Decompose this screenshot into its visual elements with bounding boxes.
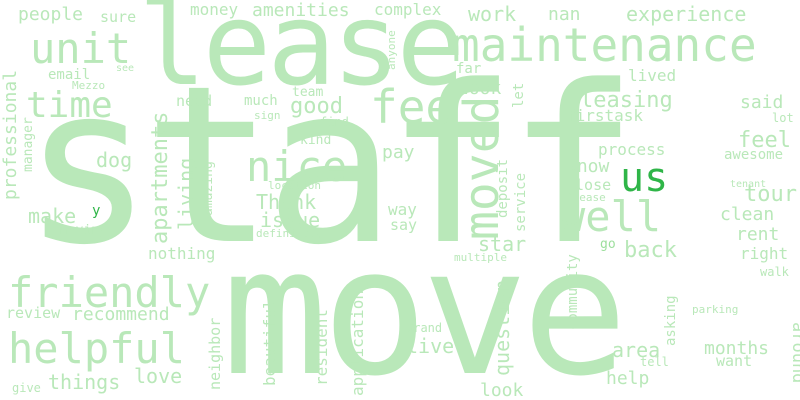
word-maintenance: maintenance bbox=[452, 18, 757, 72]
word-star: star bbox=[478, 232, 527, 256]
word-love: love bbox=[134, 364, 183, 388]
word-money: money bbox=[190, 0, 239, 19]
word-go: go bbox=[600, 237, 616, 252]
word-process: process bbox=[598, 140, 666, 159]
word-well: well bbox=[560, 192, 662, 241]
word-anyone: anyone bbox=[385, 30, 398, 70]
word-sign: sign bbox=[254, 109, 281, 122]
word-issue: issue bbox=[260, 208, 321, 232]
word-said: said bbox=[740, 92, 784, 113]
word-let: let bbox=[511, 82, 527, 108]
word-time: time bbox=[26, 85, 113, 126]
word-thank: Thank bbox=[256, 190, 317, 214]
word-nothing: nothing bbox=[148, 244, 216, 263]
word-apartments: apartments bbox=[148, 111, 173, 244]
word-lot: lot bbox=[772, 111, 794, 125]
word-work: work bbox=[468, 2, 517, 26]
word-team: team bbox=[292, 85, 324, 100]
word-friendly: friendly bbox=[8, 268, 211, 317]
word-back: back bbox=[624, 238, 677, 263]
word-look: look bbox=[480, 380, 524, 400]
word-lived: lived bbox=[628, 66, 677, 85]
word-say: say bbox=[390, 216, 418, 234]
word-amenities: amenities bbox=[252, 0, 350, 21]
word-please: Please bbox=[566, 191, 606, 204]
word-complex: complex bbox=[374, 0, 442, 19]
word-recommend: recommend bbox=[72, 304, 170, 325]
word-far: far bbox=[456, 61, 482, 77]
word-fee: fee bbox=[370, 80, 454, 134]
word-live: live bbox=[406, 334, 455, 358]
word-walk: walk bbox=[760, 265, 789, 279]
word-good: good bbox=[290, 94, 343, 119]
word-deposit: deposit bbox=[495, 158, 511, 218]
word-multiple: multiple bbox=[454, 251, 507, 264]
word-tell: tell bbox=[640, 355, 669, 369]
word-moving: moving bbox=[60, 223, 107, 238]
word-right: right bbox=[740, 244, 789, 263]
word-living: living bbox=[174, 157, 198, 230]
word-review: review bbox=[6, 304, 61, 322]
word-move: move bbox=[222, 210, 628, 400]
word-mezzo: Mezzo bbox=[72, 79, 106, 92]
word-beautiful: beautiful bbox=[260, 299, 279, 386]
word-things: things bbox=[48, 370, 121, 394]
word-rent: rent bbox=[736, 224, 780, 245]
word-nan: nan bbox=[548, 4, 581, 25]
word-around: around bbox=[788, 322, 800, 384]
word-awesome: awesome bbox=[724, 147, 784, 163]
word-need: need bbox=[176, 92, 213, 110]
word-professional: professional bbox=[0, 69, 21, 200]
word-asking: asking bbox=[663, 295, 679, 346]
word-manager: manager bbox=[21, 117, 36, 172]
word-feel: feel bbox=[738, 128, 791, 153]
word-staff: staff bbox=[22, 40, 638, 293]
word-application: application bbox=[348, 290, 367, 396]
word-pay: pay bbox=[382, 142, 415, 163]
word-months: months bbox=[704, 338, 770, 359]
word-definitely: definitely bbox=[256, 227, 323, 240]
word-question: question bbox=[490, 279, 514, 376]
word-give: give bbox=[12, 381, 41, 395]
word-took: took bbox=[458, 78, 502, 99]
word-way: way bbox=[388, 200, 417, 219]
word-grand: Grand bbox=[406, 321, 443, 335]
word-email: email bbox=[48, 67, 91, 83]
word-neighbor: neighbor bbox=[206, 317, 224, 390]
word-know: know bbox=[566, 156, 610, 177]
word-tenant: tenant bbox=[730, 179, 767, 190]
word-service: service bbox=[513, 172, 529, 232]
word-y: y bbox=[92, 203, 101, 219]
word-see: see bbox=[116, 63, 135, 74]
word-make: make bbox=[28, 204, 77, 228]
word-sure: sure bbox=[100, 8, 137, 26]
word-tour: tour bbox=[744, 182, 797, 207]
word-helpful: helpful bbox=[8, 324, 186, 373]
word-close: close bbox=[566, 176, 612, 194]
word-amazing: amazing bbox=[201, 161, 216, 216]
word-nice: nice bbox=[246, 142, 348, 191]
word-want: want bbox=[716, 352, 753, 370]
word-area: area bbox=[612, 338, 661, 362]
word-firstask: firstask bbox=[566, 106, 644, 125]
word-much: much bbox=[244, 93, 278, 109]
word-dog: dog bbox=[96, 148, 133, 172]
word-clean: clean bbox=[720, 204, 775, 225]
word-community: community bbox=[565, 254, 581, 330]
word-leasing: leasing bbox=[580, 88, 673, 113]
word-people: people bbox=[18, 4, 84, 25]
word-resident: resident bbox=[312, 308, 331, 386]
word-kind: kind bbox=[300, 133, 332, 148]
word-lease: lease bbox=[138, 0, 465, 111]
word-parking: parking bbox=[692, 303, 739, 316]
word-unit: unit bbox=[30, 24, 132, 73]
word-location: location bbox=[268, 179, 321, 192]
word-help: help bbox=[606, 368, 650, 389]
word-find: find bbox=[320, 115, 349, 129]
word-us: us bbox=[620, 155, 669, 201]
word-experience: experience bbox=[626, 2, 747, 26]
